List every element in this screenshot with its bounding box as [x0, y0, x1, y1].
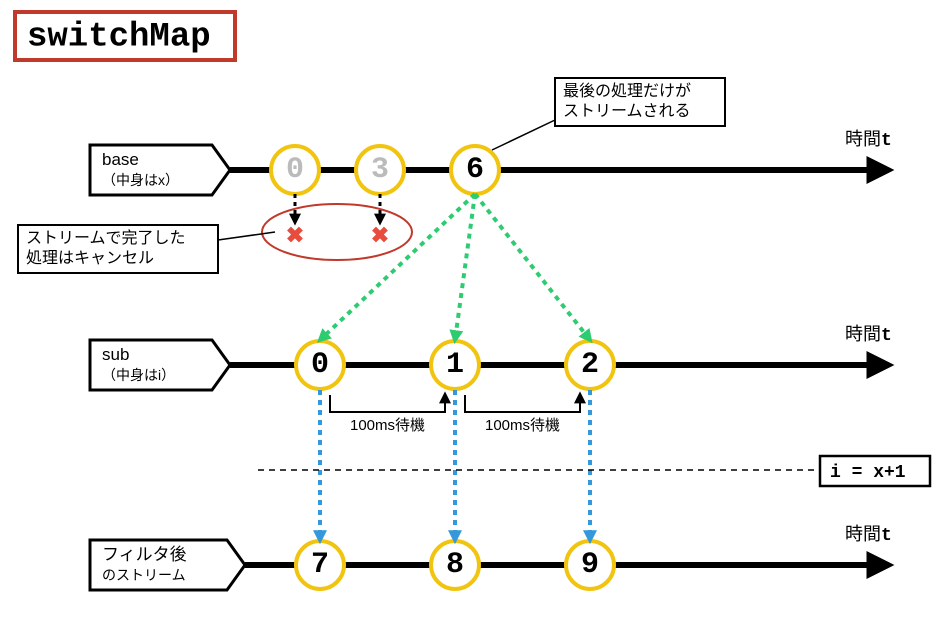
svg-text:2: 2 — [581, 348, 599, 382]
svg-text:sub: sub — [102, 345, 129, 364]
wait-bracket — [465, 395, 580, 412]
cancel-x-icon: ✖ — [286, 223, 304, 248]
svg-text:（中身はi）: （中身はi） — [102, 367, 175, 383]
cancel-ellipse — [262, 204, 412, 260]
wait-bracket — [330, 395, 445, 412]
svg-text:9: 9 — [581, 548, 599, 582]
svg-text:フィルタ後: フィルタ後 — [102, 545, 187, 564]
svg-text:のストリーム: のストリーム — [102, 567, 186, 583]
svg-text:1: 1 — [446, 348, 464, 382]
svg-text:base: base — [102, 150, 139, 169]
axis-label: 時間t — [845, 524, 892, 546]
svg-text:最後の処理だけが: 最後の処理だけが — [563, 82, 691, 100]
svg-text:処理はキャンセル: 処理はキャンセル — [26, 249, 154, 267]
note-leader — [492, 120, 555, 150]
svg-text:7: 7 — [311, 548, 329, 582]
wait-label: 100ms待機 — [350, 417, 425, 434]
cancel-x-icon: ✖ — [371, 223, 389, 248]
svg-text:0: 0 — [311, 348, 329, 382]
formula-text: i = x+1 — [830, 463, 906, 483]
svg-text:ストリームされる: ストリームされる — [563, 102, 691, 120]
spawn-arrow — [475, 194, 590, 340]
svg-text:3: 3 — [371, 153, 389, 187]
svg-text:0: 0 — [286, 153, 304, 187]
note-leader — [218, 232, 275, 240]
switchmap-diagram: switchMap base （中身はx） 時間t 0 3 6 sub （中身はi） 時間t 0 1 2… — [0, 0, 950, 628]
title-text: switchMap — [27, 19, 211, 57]
svg-text:8: 8 — [446, 548, 464, 582]
axis-label: 時間t — [845, 129, 892, 151]
axis-label: 時間t — [845, 324, 892, 346]
wait-label: 100ms待機 — [485, 417, 560, 434]
spawn-arrow — [455, 194, 475, 340]
svg-text:6: 6 — [466, 153, 484, 187]
svg-text:（中身はx）: （中身はx） — [102, 172, 179, 188]
svg-text:ストリームで完了した: ストリームで完了した — [26, 229, 186, 247]
